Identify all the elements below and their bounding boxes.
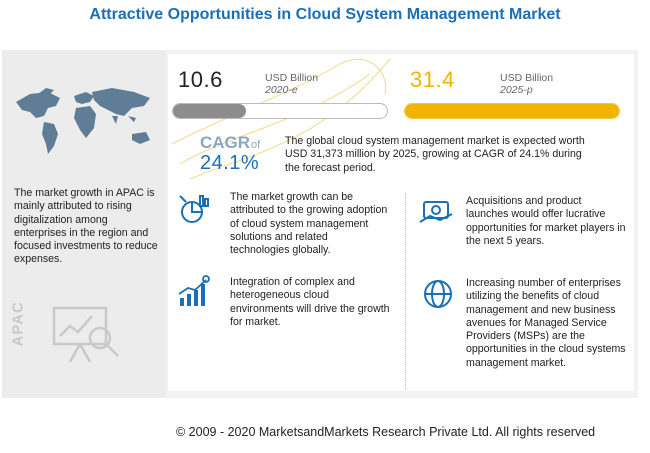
analytics-presentation-icon	[52, 306, 119, 363]
end-progress-bar	[404, 103, 620, 119]
insight-integration: Integration of complex and heterogeneous…	[230, 276, 390, 328]
end-progress-fill	[405, 104, 619, 118]
cagr-value: 24.1%	[200, 152, 260, 174]
start-unit: USD Billion 2020-e	[265, 72, 318, 96]
cagr-label: CAGR	[200, 133, 251, 152]
insight-adoption: The market growth can be attributed to t…	[230, 191, 388, 257]
end-unit: USD Billion 2025-p	[500, 72, 553, 96]
copyright-footer: © 2009 - 2020 MarketsandMarkets Research…	[176, 425, 596, 439]
start-progress-bar	[172, 103, 388, 119]
end-unit-label: USD Billion	[500, 72, 554, 84]
page-title: Attractive Opportunities in Cloud System…	[89, 6, 561, 23]
rising-bars-icon	[178, 275, 210, 306]
globe-network-icon	[424, 280, 452, 308]
start-progress-fill	[173, 104, 246, 118]
cagr-of: of	[251, 139, 261, 151]
end-value: 31.4	[410, 67, 455, 92]
apac-label: APAC	[9, 301, 27, 347]
end-period: 2025-p	[500, 84, 533, 96]
apac-description: The market growth in APAC is mainly attr…	[14, 187, 158, 266]
cagr-description: The global cloud system management marke…	[285, 135, 585, 174]
start-value: 10.6	[178, 67, 223, 92]
start-unit-label: USD Billion	[265, 72, 319, 84]
insight-msp: Increasing number of enterprises utilizi…	[466, 277, 626, 369]
world-map-icon	[16, 88, 150, 154]
money-icon	[419, 201, 453, 223]
column-divider	[405, 193, 406, 389]
start-period: 2020-e	[265, 84, 298, 96]
growth-chart-icon	[179, 195, 209, 223]
insight-acquisitions: Acquisitions and product launches would …	[466, 195, 626, 247]
